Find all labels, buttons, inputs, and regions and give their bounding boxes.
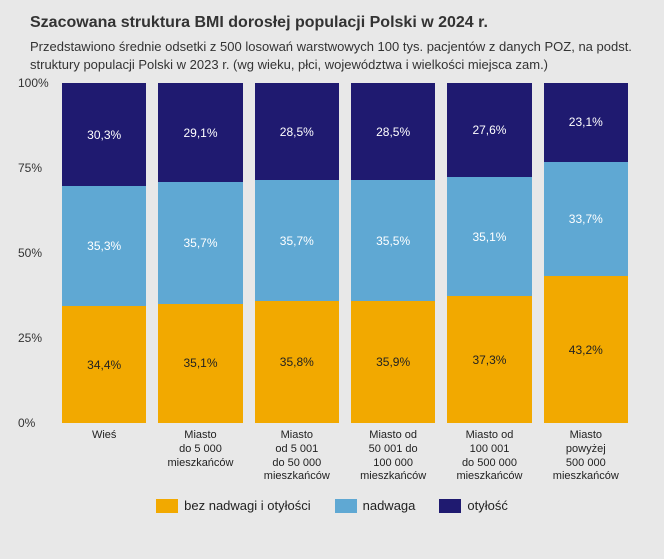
bar-segment-normal: 35,8%: [255, 301, 339, 423]
bar-segment-overweight: 35,3%: [62, 186, 146, 306]
legend-label: bez nadwagi i otyłości: [184, 498, 310, 513]
legend: bez nadwagi i otyłości nadwaga otyłość: [30, 498, 634, 513]
bar-segment-overweight: 35,1%: [447, 177, 531, 296]
legend-item-obese: otyłość: [439, 498, 507, 513]
bar-segment-normal: 43,2%: [544, 276, 628, 423]
legend-label: nadwaga: [363, 498, 416, 513]
bar-column: 35,8%35,7%28,5%: [255, 83, 339, 423]
bar-segment-normal: 35,9%: [351, 301, 435, 423]
bar-column: 43,2%33,7%23,1%: [544, 83, 628, 423]
x-tick-label: Miasto od 100 001 do 500 000 mieszkańców: [447, 429, 531, 484]
bar-segment-obese: 23,1%: [544, 83, 628, 162]
bar-segment-overweight: 33,7%: [544, 162, 628, 277]
legend-swatch: [439, 499, 461, 513]
legend-label: otyłość: [467, 498, 507, 513]
bar-segment-overweight: 35,7%: [158, 182, 242, 303]
bar-segment-overweight: 35,7%: [255, 180, 339, 301]
bar-segment-normal: 37,3%: [447, 296, 531, 423]
y-tick-label: 50%: [18, 246, 42, 260]
y-tick-label: 25%: [18, 331, 42, 345]
y-tick-label: 100%: [18, 76, 49, 90]
bar-column: 37,3%35,1%27,6%: [447, 83, 531, 423]
legend-swatch: [156, 499, 178, 513]
bar-column: 35,9%35,5%28,5%: [351, 83, 435, 423]
legend-item-overweight: nadwaga: [335, 498, 416, 513]
bar-segment-obese: 30,3%: [62, 83, 146, 186]
bar-segment-normal: 35,1%: [158, 304, 242, 423]
bar-segment-obese: 27,6%: [447, 83, 531, 177]
legend-swatch: [335, 499, 357, 513]
x-tick-label: Miasto od 5 001 do 50 000 mieszkańców: [255, 429, 339, 484]
chart-title: Szacowana struktura BMI dorosłej populac…: [30, 14, 634, 32]
x-tick-label: Wieś: [62, 429, 146, 484]
bar-segment-normal: 34,4%: [62, 306, 146, 423]
chart-subtitle: Przedstawiono średnie odsetki z 500 loso…: [30, 38, 634, 73]
bar-segment-overweight: 35,5%: [351, 180, 435, 301]
bar-column: 34,4%35,3%30,3%: [62, 83, 146, 423]
bar-column: 35,1%35,7%29,1%: [158, 83, 242, 423]
x-tick-label: Miasto od 50 001 do 100 000 mieszkańców: [351, 429, 435, 484]
bar-segment-obese: 28,5%: [351, 83, 435, 180]
legend-item-normal: bez nadwagi i otyłości: [156, 498, 310, 513]
x-tick-label: Miasto do 5 000 mieszkańców: [158, 429, 242, 484]
y-tick-label: 75%: [18, 161, 42, 175]
chart-container: Szacowana struktura BMI dorosłej populac…: [0, 0, 664, 559]
x-axis-labels: WieśMiasto do 5 000 mieszkańcówMiasto od…: [56, 423, 634, 484]
y-tick-label: 0%: [18, 416, 35, 430]
bar-segment-obese: 28,5%: [255, 83, 339, 180]
x-tick-label: Miasto powyżej 500 000 mieszkańców: [544, 429, 628, 484]
bar-segment-obese: 29,1%: [158, 83, 242, 182]
plot-area: 0%25%50%75%100%34,4%35,3%30,3%35,1%35,7%…: [56, 83, 634, 423]
